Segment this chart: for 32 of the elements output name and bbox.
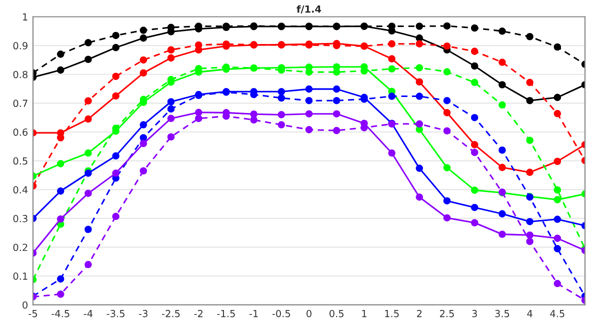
x-tick-label: -2.5 [162, 310, 180, 318]
x-tick-label: -4.5 [52, 310, 70, 318]
y-tick-label: 0.6 [13, 128, 28, 136]
x-tick-label: -5 [28, 310, 37, 318]
x-tick-label: -2 [194, 310, 202, 318]
x-tick-label: 2 [417, 310, 422, 318]
y-tick-label: 0.9 [13, 42, 28, 50]
x-tick-label: 3 [472, 310, 477, 318]
x-tick-label: 1.5 [385, 310, 399, 318]
y-tick-label: 1 [23, 13, 28, 20]
x-tick-label: 2.5 [440, 310, 454, 318]
x-tick-label: -3.5 [106, 310, 124, 318]
x-tick-label: -0.5 [272, 310, 290, 318]
x-tick-label: -4 [84, 310, 92, 318]
y-tick-label: 0.1 [13, 272, 28, 280]
y-tick-label: 0 [22, 301, 28, 309]
x-tick-label: 4 [527, 310, 532, 318]
y-tick-label: 0.2 [13, 244, 28, 252]
x-tick-label: 1 [362, 310, 366, 318]
y-tick-label: 0.3 [13, 214, 28, 222]
y-tick-label: 0.8 [13, 70, 28, 78]
x-tick-label: 0 [306, 310, 312, 318]
chart-title: f/1.4 [296, 5, 322, 14]
y-tick-label: 0.4 [13, 186, 28, 194]
x-tick-label: 3.5 [495, 310, 510, 318]
x-tick-label: 4.5 [550, 310, 564, 318]
y-tick-label: 0.5 [13, 157, 28, 165]
x-tick-label: 0.5 [330, 310, 344, 318]
y-tick-label: 0.7 [13, 100, 28, 108]
x-tick-label: -1 [249, 310, 258, 318]
x-tick-label: -1.5 [217, 310, 235, 318]
x-tick-label: -3 [139, 310, 148, 318]
